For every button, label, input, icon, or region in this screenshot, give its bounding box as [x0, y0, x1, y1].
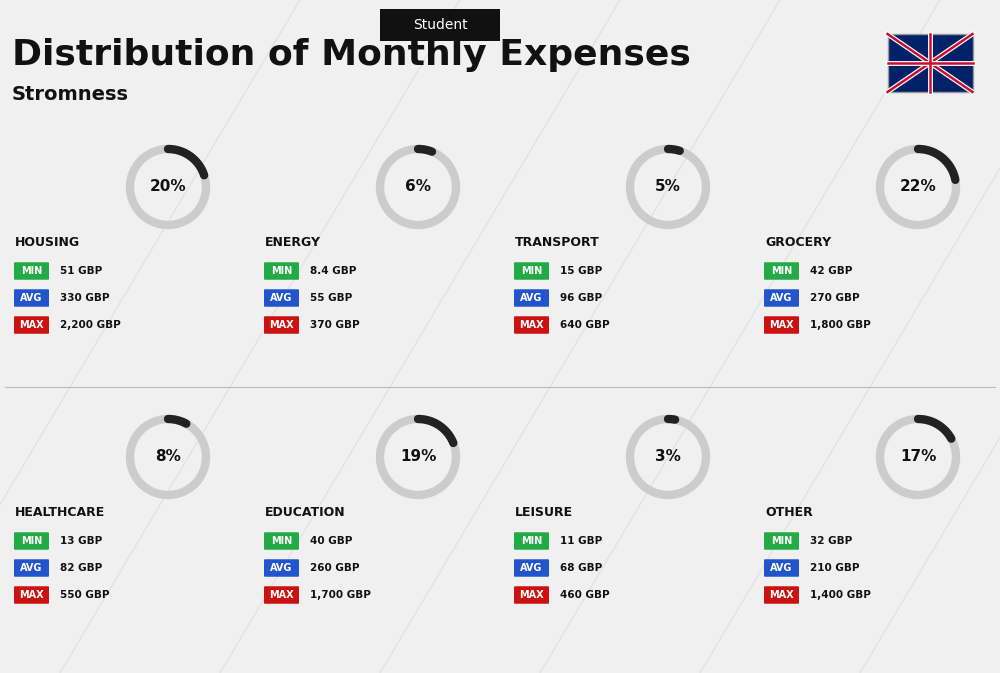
FancyBboxPatch shape: [888, 34, 972, 92]
Text: 13 GBP: 13 GBP: [60, 536, 102, 546]
Text: EDUCATION: EDUCATION: [265, 507, 346, 520]
Text: MIN: MIN: [271, 536, 292, 546]
FancyBboxPatch shape: [14, 586, 49, 604]
FancyBboxPatch shape: [514, 289, 549, 307]
Text: 11 GBP: 11 GBP: [560, 536, 602, 546]
Text: HEALTHCARE: HEALTHCARE: [15, 507, 105, 520]
Text: OTHER: OTHER: [765, 507, 813, 520]
FancyBboxPatch shape: [14, 559, 49, 577]
FancyBboxPatch shape: [264, 559, 299, 577]
Text: 3%: 3%: [655, 450, 681, 464]
Text: 330 GBP: 330 GBP: [60, 293, 110, 303]
Text: MIN: MIN: [771, 266, 792, 276]
Text: 1,700 GBP: 1,700 GBP: [310, 590, 371, 600]
Text: AVG: AVG: [270, 293, 293, 303]
Text: 640 GBP: 640 GBP: [560, 320, 610, 330]
Text: MAX: MAX: [19, 320, 44, 330]
Text: 8.4 GBP: 8.4 GBP: [310, 266, 356, 276]
Text: 270 GBP: 270 GBP: [810, 293, 860, 303]
Text: HOUSING: HOUSING: [15, 236, 80, 250]
Text: 42 GBP: 42 GBP: [810, 266, 852, 276]
FancyBboxPatch shape: [514, 532, 549, 550]
Text: 1,800 GBP: 1,800 GBP: [810, 320, 871, 330]
FancyBboxPatch shape: [14, 316, 49, 334]
Text: MIN: MIN: [771, 536, 792, 546]
Text: 32 GBP: 32 GBP: [810, 536, 852, 546]
Text: AVG: AVG: [520, 293, 543, 303]
Text: MAX: MAX: [269, 320, 294, 330]
FancyBboxPatch shape: [380, 9, 500, 41]
FancyBboxPatch shape: [514, 559, 549, 577]
Text: AVG: AVG: [770, 563, 793, 573]
FancyBboxPatch shape: [764, 316, 799, 334]
Text: 460 GBP: 460 GBP: [560, 590, 610, 600]
Text: MIN: MIN: [521, 536, 542, 546]
Text: MIN: MIN: [21, 536, 42, 546]
Text: 40 GBP: 40 GBP: [310, 536, 352, 546]
FancyBboxPatch shape: [764, 532, 799, 550]
FancyBboxPatch shape: [264, 586, 299, 604]
Text: 8%: 8%: [155, 450, 181, 464]
FancyBboxPatch shape: [764, 262, 799, 280]
Text: MAX: MAX: [519, 320, 544, 330]
FancyBboxPatch shape: [14, 289, 49, 307]
Text: AVG: AVG: [520, 563, 543, 573]
Text: 82 GBP: 82 GBP: [60, 563, 102, 573]
FancyBboxPatch shape: [14, 532, 49, 550]
Text: MIN: MIN: [521, 266, 542, 276]
Text: 68 GBP: 68 GBP: [560, 563, 602, 573]
FancyBboxPatch shape: [514, 316, 549, 334]
Text: MAX: MAX: [269, 590, 294, 600]
Text: Student: Student: [413, 18, 467, 32]
Text: TRANSPORT: TRANSPORT: [515, 236, 600, 250]
FancyBboxPatch shape: [14, 262, 49, 280]
Text: 96 GBP: 96 GBP: [560, 293, 602, 303]
Text: LEISURE: LEISURE: [515, 507, 573, 520]
Text: AVG: AVG: [20, 293, 43, 303]
Text: 15 GBP: 15 GBP: [560, 266, 602, 276]
FancyBboxPatch shape: [264, 532, 299, 550]
Text: Stromness: Stromness: [12, 85, 129, 104]
Text: AVG: AVG: [770, 293, 793, 303]
Text: MAX: MAX: [769, 320, 794, 330]
Text: MAX: MAX: [769, 590, 794, 600]
Text: MAX: MAX: [19, 590, 44, 600]
Text: AVG: AVG: [20, 563, 43, 573]
Text: 51 GBP: 51 GBP: [60, 266, 102, 276]
Text: 2,200 GBP: 2,200 GBP: [60, 320, 121, 330]
Text: MAX: MAX: [519, 590, 544, 600]
Text: 370 GBP: 370 GBP: [310, 320, 360, 330]
Text: Distribution of Monthly Expenses: Distribution of Monthly Expenses: [12, 38, 691, 72]
FancyBboxPatch shape: [764, 559, 799, 577]
Text: 17%: 17%: [900, 450, 936, 464]
FancyBboxPatch shape: [514, 586, 549, 604]
FancyBboxPatch shape: [264, 262, 299, 280]
Text: ENERGY: ENERGY: [265, 236, 321, 250]
Text: 6%: 6%: [405, 180, 431, 194]
Text: 1,400 GBP: 1,400 GBP: [810, 590, 871, 600]
FancyBboxPatch shape: [764, 289, 799, 307]
FancyBboxPatch shape: [764, 586, 799, 604]
Text: MIN: MIN: [21, 266, 42, 276]
FancyBboxPatch shape: [264, 289, 299, 307]
Text: 19%: 19%: [400, 450, 436, 464]
FancyBboxPatch shape: [264, 316, 299, 334]
Text: MIN: MIN: [271, 266, 292, 276]
Text: GROCERY: GROCERY: [765, 236, 831, 250]
Text: 55 GBP: 55 GBP: [310, 293, 352, 303]
Text: 210 GBP: 210 GBP: [810, 563, 860, 573]
Text: 5%: 5%: [655, 180, 681, 194]
Text: 260 GBP: 260 GBP: [310, 563, 360, 573]
Text: AVG: AVG: [270, 563, 293, 573]
Text: 22%: 22%: [900, 180, 936, 194]
FancyBboxPatch shape: [514, 262, 549, 280]
Text: 20%: 20%: [150, 180, 186, 194]
Text: 550 GBP: 550 GBP: [60, 590, 110, 600]
